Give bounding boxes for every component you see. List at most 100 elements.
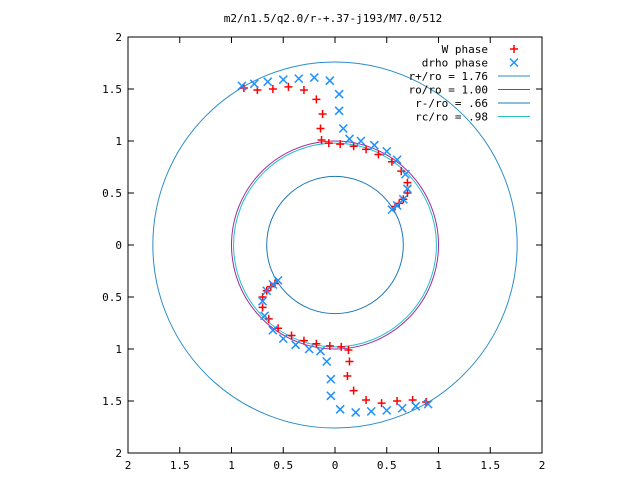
legend-marker bbox=[509, 57, 519, 68]
y-tick-label: 0.5 bbox=[102, 291, 122, 304]
data-point bbox=[299, 86, 308, 95]
y-tick-label: 1.5 bbox=[102, 395, 122, 408]
data-point bbox=[423, 399, 433, 409]
data-point bbox=[400, 169, 410, 179]
reference-circle bbox=[266, 175, 404, 315]
x-tick-label: 1 bbox=[435, 459, 442, 472]
data-point bbox=[278, 75, 288, 85]
data-point bbox=[258, 296, 268, 306]
data-point bbox=[249, 79, 259, 89]
data-point bbox=[336, 140, 345, 149]
data-point bbox=[294, 74, 304, 84]
legend-label: r-/ro = .66 bbox=[415, 97, 488, 110]
data-point bbox=[349, 386, 358, 395]
data-point bbox=[344, 134, 355, 144]
data-point bbox=[349, 142, 358, 151]
data-point bbox=[258, 303, 267, 312]
data-point bbox=[284, 82, 293, 91]
x-tick-label: 1.5 bbox=[480, 459, 500, 472]
data-point bbox=[326, 391, 336, 401]
data-point bbox=[325, 76, 335, 86]
data-point bbox=[374, 150, 383, 159]
data-point bbox=[268, 85, 277, 93]
x-tick-label: 2 bbox=[539, 459, 546, 472]
data-point bbox=[263, 77, 273, 87]
x-tick-label: 1 bbox=[228, 459, 235, 472]
data-point bbox=[344, 346, 353, 355]
legend-label: drho phase bbox=[422, 57, 488, 70]
data-point bbox=[337, 342, 346, 351]
data-point bbox=[377, 399, 386, 408]
data-point bbox=[403, 178, 412, 187]
data-point bbox=[411, 401, 421, 411]
legend-label: W phase bbox=[442, 43, 488, 56]
data-point bbox=[392, 155, 402, 165]
data-point bbox=[362, 395, 371, 404]
data-point bbox=[362, 145, 371, 154]
data-point bbox=[343, 372, 352, 381]
reference-circles bbox=[152, 61, 518, 429]
data-point bbox=[317, 135, 326, 144]
data-markers bbox=[237, 73, 433, 417]
data-point bbox=[291, 340, 301, 350]
chart-title: m2/n1.5/q2.0/r-+.37-j193/M7.0/512 bbox=[224, 12, 443, 25]
data-point bbox=[356, 136, 366, 146]
legend-label: r+/ro = 1.76 bbox=[409, 70, 488, 83]
data-point bbox=[273, 275, 283, 285]
series-w-phase bbox=[239, 82, 431, 408]
data-point bbox=[268, 325, 278, 335]
data-point bbox=[366, 406, 376, 416]
data-point bbox=[334, 106, 344, 116]
data-point bbox=[322, 356, 332, 367]
data-point bbox=[369, 140, 379, 150]
data-point bbox=[382, 146, 392, 156]
data-point bbox=[299, 336, 308, 345]
axis-ticks: 2 1.5 1 0.5 0 0.5 1 1.5 221.510.500.511.52 bbox=[102, 31, 545, 472]
data-point bbox=[318, 109, 327, 118]
x-tick-label: 0.5 bbox=[273, 459, 293, 472]
x-tick-label: 1.5 bbox=[170, 459, 190, 472]
data-point bbox=[345, 357, 354, 366]
data-point bbox=[312, 339, 321, 348]
data-point bbox=[382, 405, 392, 415]
data-point bbox=[326, 374, 336, 384]
data-point bbox=[351, 407, 361, 417]
data-point bbox=[237, 81, 247, 91]
data-point bbox=[304, 344, 314, 354]
data-point bbox=[335, 404, 345, 414]
x-tick-label: 2 bbox=[125, 459, 132, 472]
data-point bbox=[312, 95, 321, 104]
data-point bbox=[387, 205, 397, 215]
y-tick-label: 1 bbox=[115, 135, 122, 148]
legend-label: ro/ro = 1.00 bbox=[409, 84, 488, 97]
data-point bbox=[393, 397, 402, 405]
data-point bbox=[402, 184, 412, 194]
x-tick-label: 0 bbox=[332, 459, 339, 472]
data-point bbox=[287, 331, 296, 340]
y-tick-label: 0 bbox=[115, 239, 122, 252]
y-tick-label: 1 bbox=[115, 343, 122, 356]
data-point bbox=[334, 89, 344, 99]
reference-circle bbox=[152, 61, 518, 429]
data-point bbox=[325, 341, 334, 350]
legend-label: rc/ro = .98 bbox=[415, 111, 488, 124]
y-tick-label: 1.5 bbox=[102, 83, 122, 96]
data-point bbox=[338, 123, 348, 134]
y-tick-label: 2 bbox=[115, 447, 122, 460]
data-point bbox=[324, 139, 333, 148]
series-drho-phase bbox=[237, 73, 433, 417]
reference-circle bbox=[231, 140, 439, 350]
y-tick-label: 2 bbox=[115, 31, 122, 44]
data-point bbox=[397, 403, 407, 413]
reference-circle bbox=[233, 142, 437, 348]
x-tick-label: 0.5 bbox=[377, 459, 397, 472]
data-point bbox=[315, 346, 326, 356]
legend-marker bbox=[510, 45, 518, 53]
y-tick-label: 0.5 bbox=[102, 187, 122, 200]
data-point bbox=[316, 124, 325, 133]
data-point bbox=[309, 73, 319, 83]
data-point bbox=[278, 334, 288, 344]
data-point bbox=[260, 311, 270, 321]
